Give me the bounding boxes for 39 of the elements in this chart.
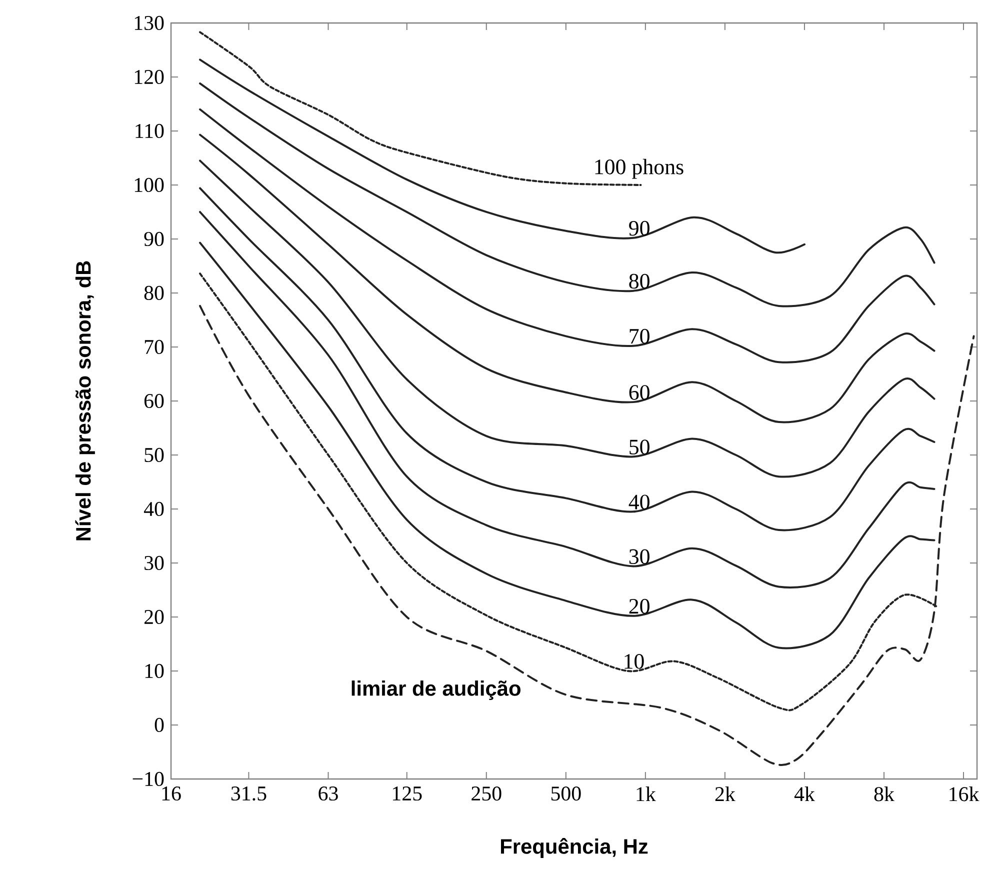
y-axis-title: Nível de pressão sonora, dB — [75, 261, 95, 540]
x-tick-label: 16k — [950, 786, 980, 802]
series-label: 70 — [630, 328, 650, 344]
y-tick-label: 70 — [144, 340, 164, 354]
y-tick-label: 0 — [154, 718, 164, 732]
x-tick-label: 16 — [162, 786, 181, 801]
series-label: 50 — [630, 440, 650, 454]
y-tick-label: 30 — [144, 556, 164, 570]
x-tick-label: 1k — [636, 786, 656, 802]
series-label: limiar de audição — [352, 680, 520, 700]
y-tick-label: 20 — [144, 610, 164, 624]
y-tick-label: 90 — [144, 232, 164, 246]
series-label: 100 phons — [595, 158, 684, 179]
series-label: 90 — [629, 220, 650, 236]
y-tick-label: 130 — [134, 16, 164, 30]
y-tick-label: 10 — [145, 664, 164, 678]
series-label: 60 — [629, 385, 650, 400]
x-tick-label: 4k — [794, 786, 815, 802]
y-tick-label: 50 — [144, 448, 164, 462]
y-tick-label: 110 — [136, 124, 164, 138]
x-tick-label: 2k — [715, 786, 736, 802]
x-tick-label: 250 — [472, 786, 502, 801]
x-tick-label: 8k — [874, 786, 894, 802]
x-tick-label: 63 — [318, 786, 338, 801]
series-label: 30 — [629, 549, 650, 564]
y-tick-label: 80 — [144, 286, 164, 300]
series-label: 80 — [629, 274, 650, 289]
y-tick-label: 40 — [144, 502, 164, 516]
y-tick-label: 60 — [144, 394, 164, 408]
series-label: 40 — [628, 494, 650, 510]
y-tick-label: 120 — [134, 70, 164, 84]
x-tick-label: 125 — [393, 786, 422, 801]
y-tick-label: 100 — [134, 178, 164, 192]
x-tick-label: 500 — [551, 786, 581, 801]
series-label: 10 — [624, 654, 644, 669]
series-label: 20 — [629, 598, 650, 614]
x-tick-label: 31.5 — [231, 786, 266, 801]
x-axis-title: Frequência, Hz — [501, 838, 648, 858]
y-tick-label: −10 — [132, 772, 164, 786]
